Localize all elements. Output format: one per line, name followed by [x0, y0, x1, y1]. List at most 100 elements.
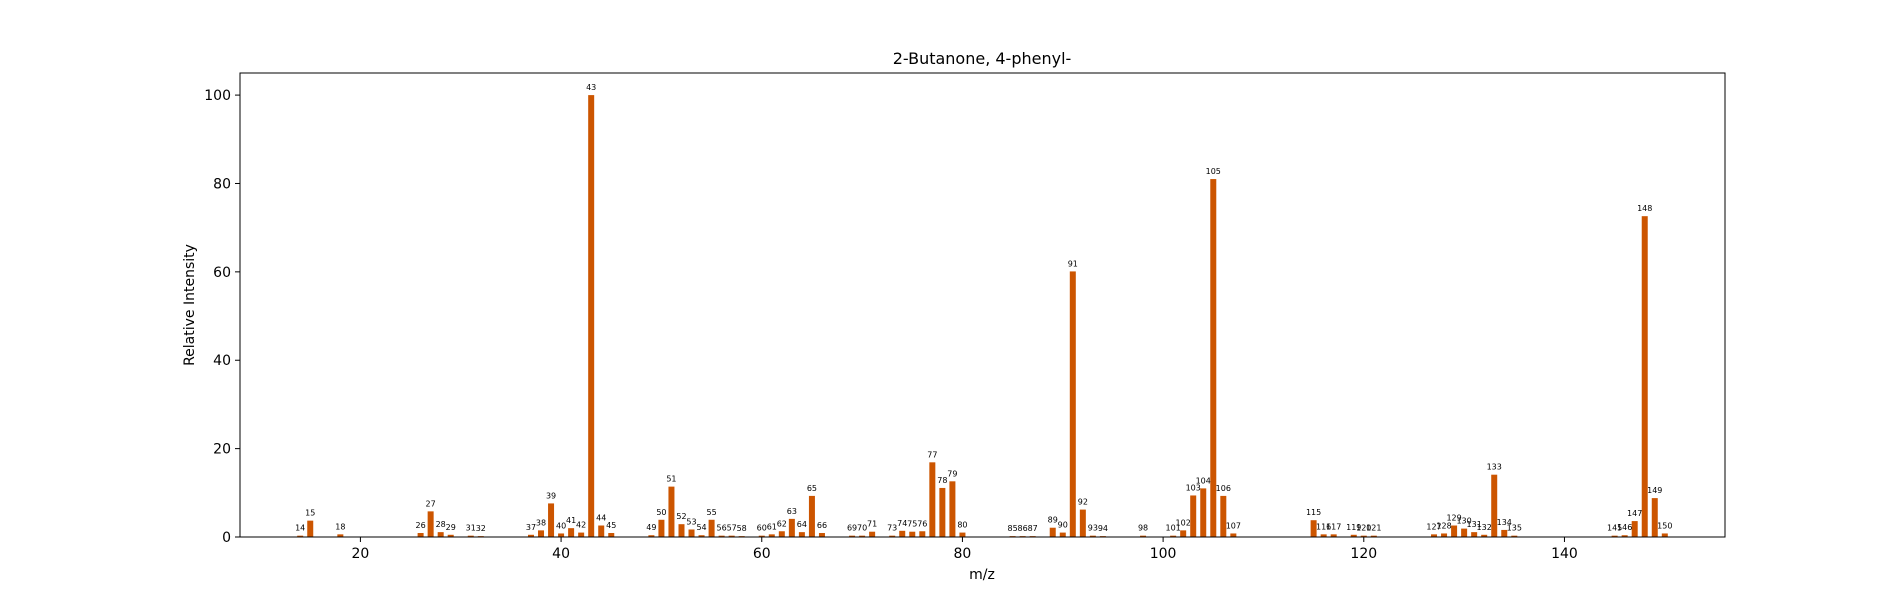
bar-mz-80: [959, 532, 966, 537]
data-label-mz-128: 128: [1436, 521, 1451, 530]
y-tick-label: 40: [213, 353, 231, 369]
data-label-mz-104: 104: [1196, 476, 1211, 485]
data-label-mz-94: 94: [1098, 524, 1108, 533]
data-label-mz-89: 89: [1048, 516, 1058, 525]
bar-mz-15: [307, 520, 314, 537]
x-tick-label: 60: [753, 546, 771, 562]
bar-mz-49: [648, 535, 655, 537]
bar-mz-60: [758, 535, 765, 537]
bar-mz-106: [1220, 495, 1227, 537]
bar-mz-73: [889, 535, 896, 537]
data-label-mz-129: 129: [1446, 514, 1461, 523]
bar-mz-63: [788, 518, 795, 537]
data-label-mz-120: 120: [1356, 524, 1371, 533]
data-label-mz-31: 31: [466, 524, 476, 533]
data-label-mz-26: 26: [416, 521, 426, 530]
data-label-mz-103: 103: [1186, 483, 1201, 492]
data-label-mz-127: 127: [1426, 522, 1441, 531]
data-label-mz-63: 63: [787, 507, 797, 516]
bar-mz-18: [337, 534, 344, 537]
bar-mz-133: [1491, 474, 1498, 537]
data-label-mz-131: 131: [1467, 520, 1482, 529]
data-label-mz-38: 38: [536, 518, 546, 527]
bar-mz-62: [778, 531, 785, 537]
data-label-mz-150: 150: [1657, 521, 1672, 530]
bar-mz-39: [548, 503, 555, 537]
bar-mz-57: [728, 535, 735, 537]
bar-mz-52: [678, 524, 685, 537]
data-label-mz-90: 90: [1058, 521, 1068, 530]
x-axis-label: m/z: [969, 567, 995, 583]
bar-mz-127: [1431, 534, 1438, 537]
data-label-mz-74: 74: [897, 519, 907, 528]
x-tick-label: 120: [1350, 546, 1377, 562]
y-tick-label: 0: [222, 530, 231, 546]
bar-mz-128: [1441, 533, 1448, 537]
bar-mz-102: [1180, 530, 1187, 537]
data-label-mz-65: 65: [807, 484, 817, 493]
data-label-mz-135: 135: [1507, 524, 1522, 533]
data-label-mz-116: 116: [1316, 522, 1331, 531]
data-label-mz-106: 106: [1216, 484, 1231, 493]
bar-mz-66: [818, 533, 825, 537]
x-tick-label: 40: [552, 546, 570, 562]
x-tick-label: 80: [954, 546, 972, 562]
bar-mz-131: [1471, 532, 1478, 537]
bar-mz-89: [1049, 527, 1056, 537]
data-label-mz-53: 53: [686, 517, 696, 526]
data-label-mz-28: 28: [436, 520, 446, 529]
data-label-mz-39: 39: [546, 491, 556, 500]
bar-mz-116: [1320, 534, 1327, 537]
bar-mz-45: [608, 533, 615, 537]
data-label-mz-27: 27: [426, 499, 436, 508]
data-label-mz-55: 55: [706, 508, 716, 517]
data-label-mz-49: 49: [646, 523, 656, 532]
data-label-mz-42: 42: [576, 521, 586, 530]
data-label-mz-29: 29: [446, 523, 456, 532]
bar-mz-129: [1451, 525, 1458, 537]
bar-mz-115: [1310, 520, 1317, 537]
bar-mz-121: [1370, 535, 1377, 537]
data-label-mz-14: 14: [295, 524, 305, 533]
bar-mz-107: [1230, 533, 1237, 537]
data-label-mz-69: 69: [847, 524, 857, 533]
bar-mz-150: [1661, 533, 1668, 537]
bar-mz-91: [1069, 271, 1076, 537]
bar-mz-77: [929, 462, 936, 537]
data-label-mz-77: 77: [927, 450, 937, 459]
data-label-mz-15: 15: [305, 509, 315, 518]
bar-mz-54: [698, 535, 705, 537]
bar-mz-101: [1170, 535, 1177, 537]
bar-mz-64: [798, 532, 805, 537]
data-label-mz-61: 61: [767, 522, 777, 531]
data-label-mz-101: 101: [1165, 524, 1180, 533]
bar-mz-145: [1611, 535, 1618, 537]
data-label-mz-78: 78: [937, 476, 947, 485]
y-tick-label: 20: [213, 442, 231, 458]
data-label-mz-64: 64: [797, 520, 807, 529]
bar-mz-134: [1501, 529, 1508, 537]
data-label-mz-52: 52: [676, 512, 686, 521]
data-label-mz-98: 98: [1138, 524, 1148, 533]
data-label-mz-105: 105: [1206, 167, 1221, 176]
data-label-mz-71: 71: [867, 520, 877, 529]
bar-mz-44: [598, 525, 605, 537]
data-label-mz-43: 43: [586, 83, 596, 92]
data-label-mz-107: 107: [1226, 521, 1241, 530]
bar-mz-65: [808, 495, 815, 537]
bar-mz-53: [688, 529, 695, 537]
chart-title: 2-Butanone, 4-phenyl-: [893, 49, 1072, 68]
bar-mz-31: [467, 535, 474, 537]
data-label-mz-147: 147: [1627, 509, 1642, 518]
bar-mz-148: [1641, 216, 1648, 537]
bar-mz-147: [1631, 521, 1638, 537]
bar-mz-93: [1089, 535, 1096, 537]
data-label-mz-149: 149: [1647, 486, 1662, 495]
data-label-mz-45: 45: [606, 521, 616, 530]
bar-mz-75: [909, 531, 916, 537]
data-label-mz-80: 80: [957, 521, 967, 530]
y-axis-label: Relative Intensity: [182, 244, 198, 366]
y-tick-label: 60: [213, 265, 231, 281]
